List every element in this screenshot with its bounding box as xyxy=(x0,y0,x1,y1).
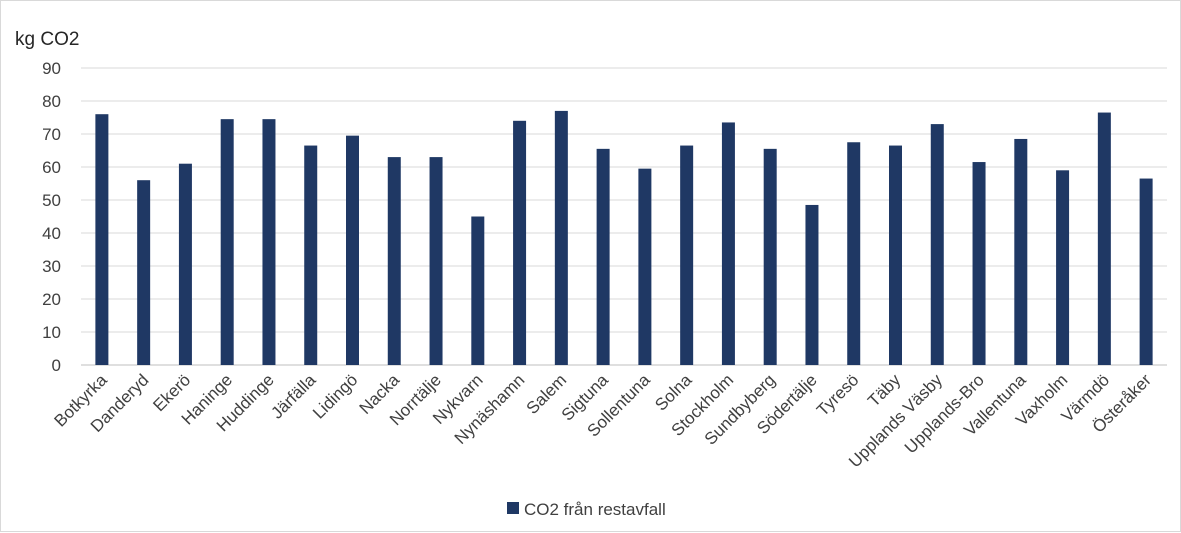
bar-lidingö xyxy=(346,135,359,365)
bar-nykvarn xyxy=(471,216,485,365)
bar-nacka xyxy=(387,157,401,365)
bar-botkyrka xyxy=(95,114,109,365)
y-axis-title: kg CO2 xyxy=(15,29,79,50)
bar-järfälla xyxy=(304,145,318,365)
bar-upplands-bro xyxy=(972,162,986,365)
bar-sollentuna xyxy=(638,168,652,365)
bar-tyresö xyxy=(847,142,861,365)
bar-stockholm xyxy=(721,122,735,365)
bar-upplands-väsby xyxy=(930,124,944,365)
bar-österåker xyxy=(1139,178,1153,365)
bar-ekerö xyxy=(178,163,192,365)
legend-label: CO2 från restavfall xyxy=(524,500,666,519)
y-tick-label: 60 xyxy=(42,158,61,177)
bar-solna xyxy=(680,145,694,365)
x-tick-label: Lidingö xyxy=(309,370,361,422)
x-tick-labels: BotkyrkaDanderydEkeröHaningeHuddingeJärf… xyxy=(51,370,1156,471)
bar-vallentuna xyxy=(1014,138,1028,365)
bar-haninge xyxy=(220,119,234,366)
bar-norrtälje xyxy=(429,157,443,365)
bar-vaxholm xyxy=(1056,170,1070,365)
bar-nynäshamn xyxy=(513,120,527,365)
bar-täby xyxy=(889,145,902,365)
legend: CO2 från restavfall xyxy=(507,500,666,519)
bar-salem xyxy=(554,110,568,366)
y-tick-label: 90 xyxy=(42,59,61,78)
bar-sigtuna xyxy=(596,148,610,365)
y-tick-label: 0 xyxy=(52,356,61,375)
bars xyxy=(95,110,1153,366)
y-tick-label: 30 xyxy=(42,257,61,276)
y-tick-label: 20 xyxy=(42,290,61,309)
bar-huddinge xyxy=(262,119,276,366)
x-tick-label: Järfälla xyxy=(267,370,320,423)
gridlines xyxy=(81,67,1167,366)
legend-swatch xyxy=(507,502,519,514)
y-tick-label: 10 xyxy=(42,323,61,342)
bar-södertälje xyxy=(805,204,819,365)
bar-danderyd xyxy=(137,180,151,365)
bar-sundbyberg xyxy=(763,148,777,365)
x-tick-label: Tyresö xyxy=(813,370,863,420)
y-tick-label: 50 xyxy=(42,191,61,210)
y-tick-label: 40 xyxy=(42,224,61,243)
y-tick-label: 80 xyxy=(42,92,61,111)
bar-värmdö xyxy=(1097,112,1111,365)
y-tick-label: 70 xyxy=(42,125,61,144)
y-tick-labels: 0 10 20 30 40 50 60 70 80 90 xyxy=(42,59,61,375)
